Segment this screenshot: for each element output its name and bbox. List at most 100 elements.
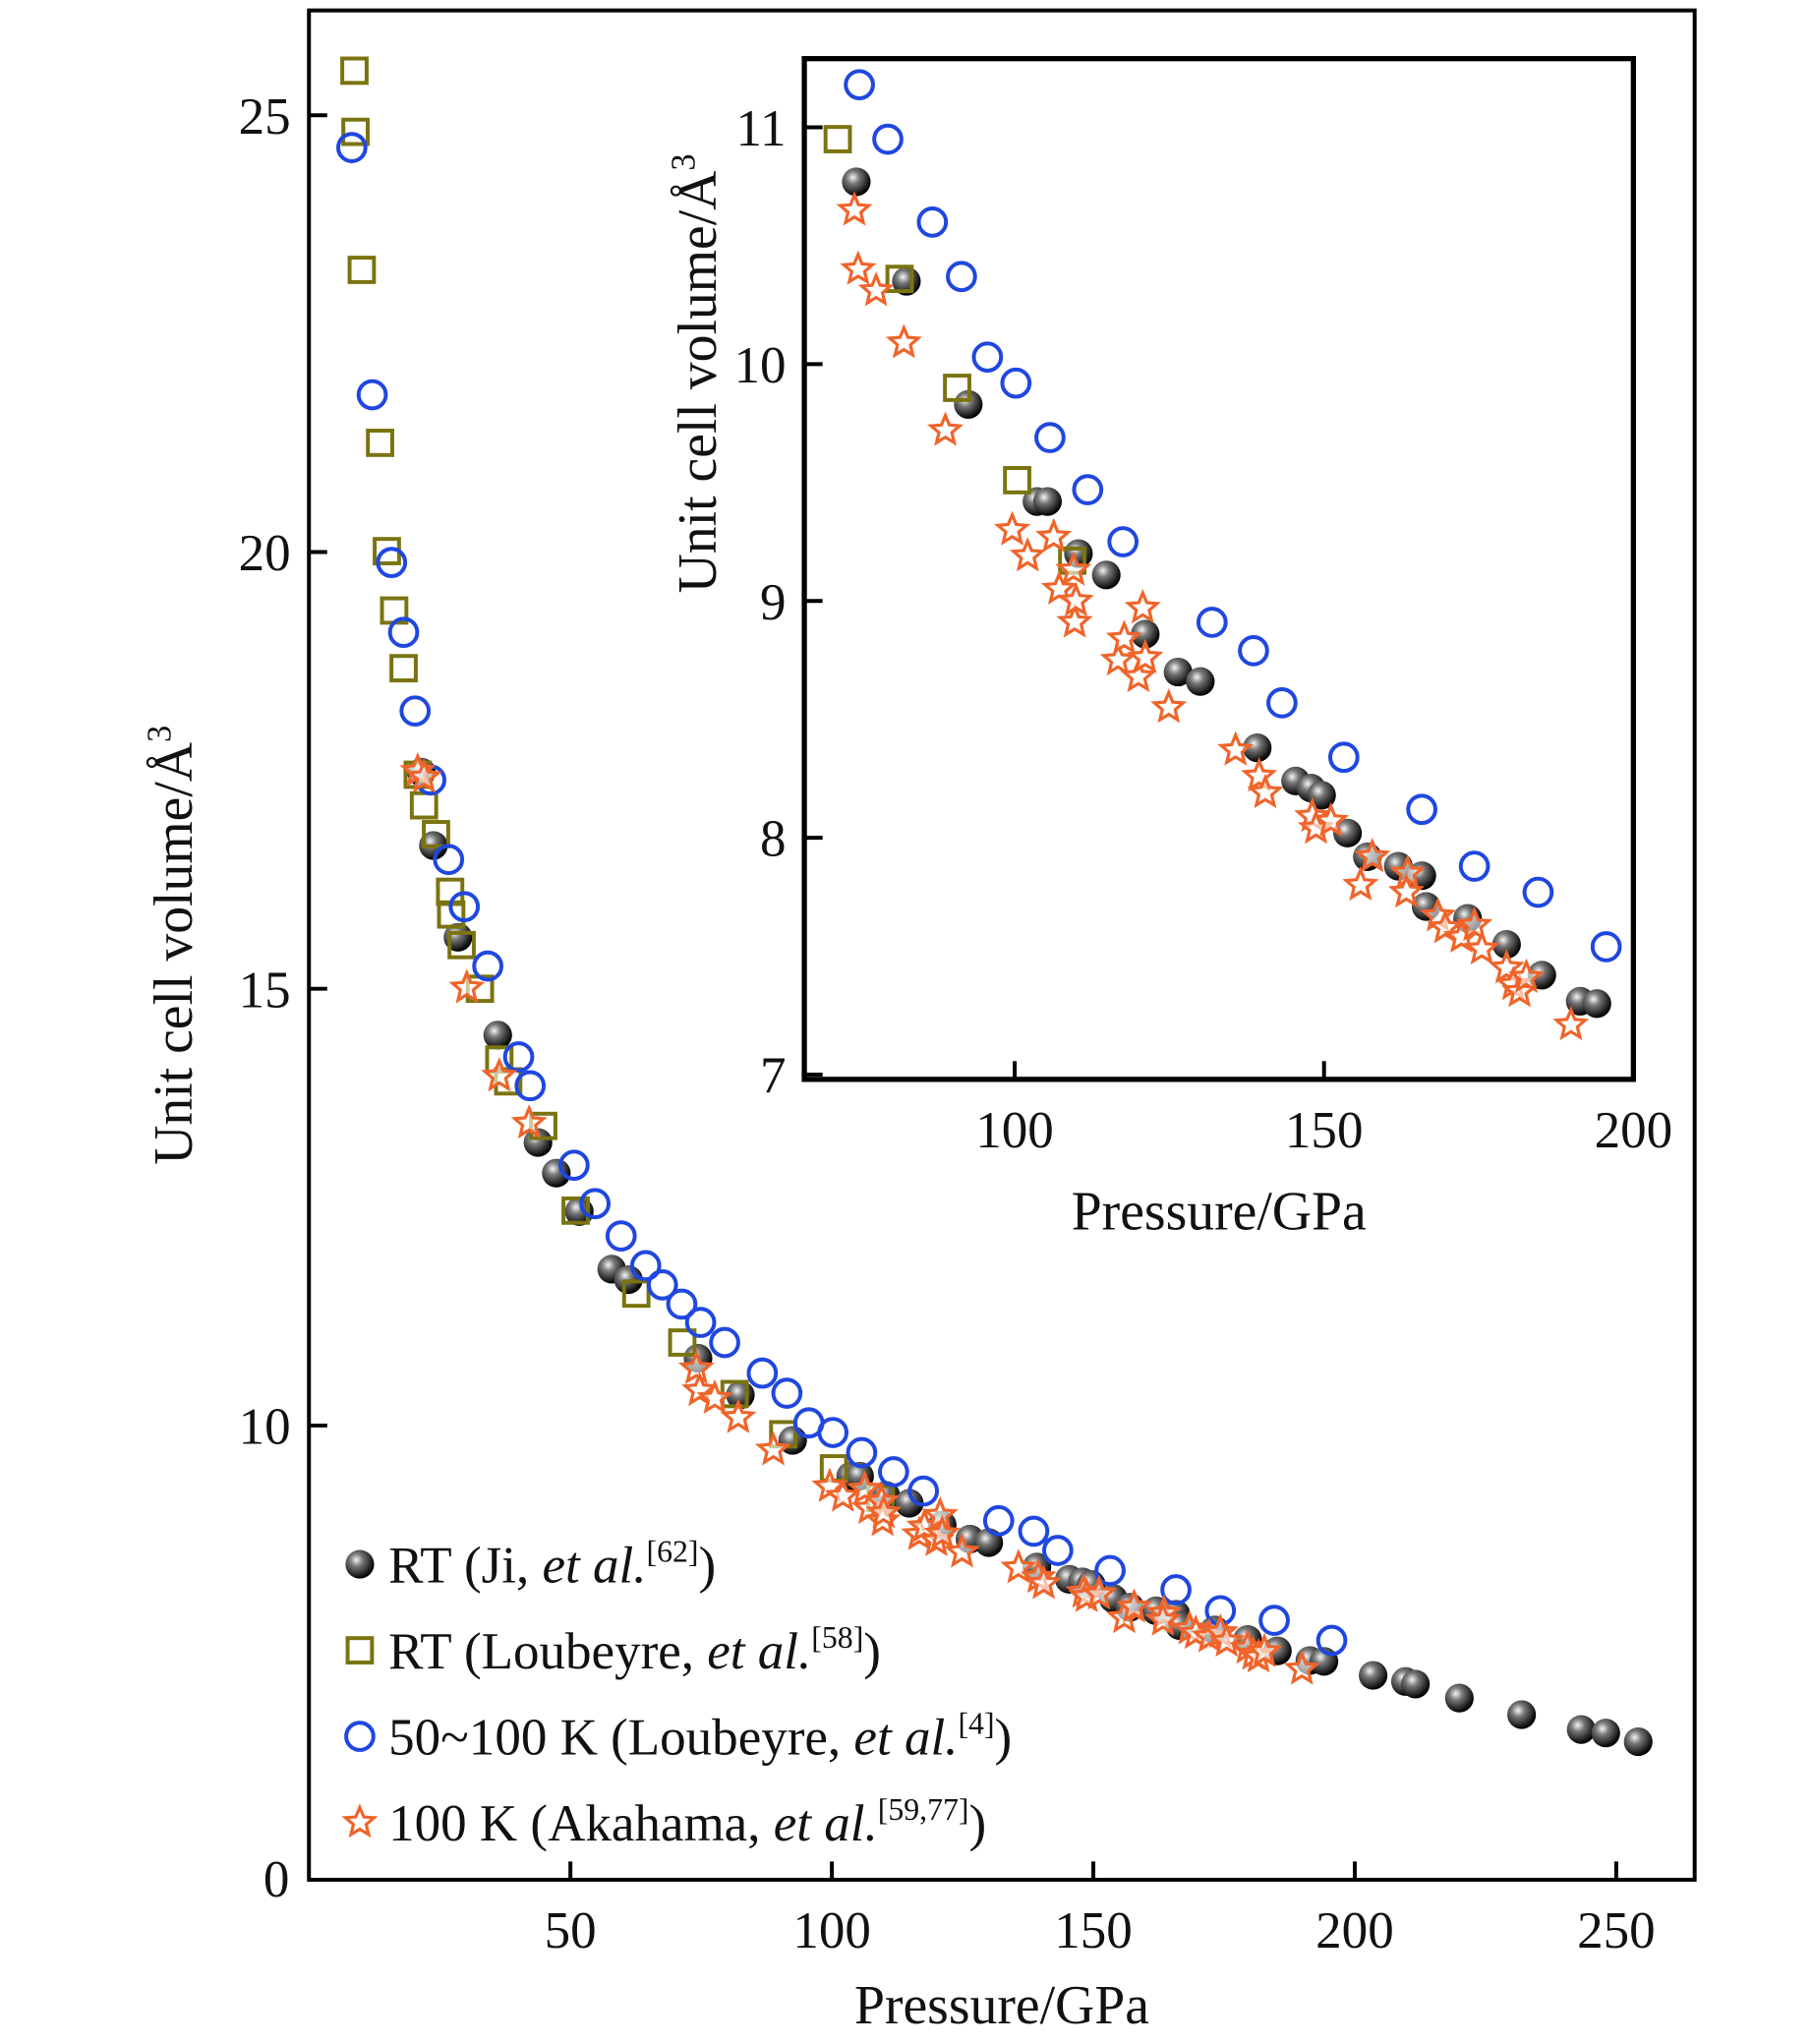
inset-point-star [1057,581,1094,617]
main-point-star [1081,1574,1118,1610]
main-point-square [561,1196,590,1225]
inset-point-circle [1000,367,1032,399]
inset-point-star [1463,929,1500,965]
inset-point-circle [1266,687,1298,719]
main-point-sphere [542,1158,571,1188]
inset-point-circle [1327,741,1360,774]
main-point-star [923,1514,961,1549]
legend-marker-sphere [345,1549,375,1579]
inset-point-square [1003,466,1031,495]
main-point-circle [558,1149,590,1182]
main-point-circle [1094,1554,1126,1587]
main-corner-label: 0 [263,1851,290,1908]
main-point-star [405,758,442,793]
inset-point-star [1313,801,1350,837]
inset-point-star [1099,641,1137,676]
main-point-square [389,654,418,683]
legend-entry: RT (Ji, et al.[62]) [345,1534,716,1595]
inset-y-tick-label: 10 [734,337,787,394]
legend-marker-square [345,1636,375,1664]
main-point-circle [982,1504,1015,1537]
legend-label-prefix: RT (Ji, [388,1538,542,1595]
inset-point-circle [1458,850,1491,882]
main-point-circle [579,1188,612,1220]
main-y-tick-label: 25 [239,88,291,146]
legend-entry: 100 K (Akahama, et al.[59,77]) [341,1792,987,1852]
inset-y-tick-label: 9 [760,574,787,631]
main-point-circle [817,1417,849,1448]
main-point-sphere [1591,1719,1620,1748]
inset-y-axis-label: Unit cell volume/Å3 [666,153,729,593]
main-point-star [448,968,486,1004]
inset-point-square [823,125,852,153]
inset-point-circle [1522,876,1554,908]
main-y-tick-label: 20 [239,525,291,582]
inset-series-3 [836,191,1590,1041]
inset-point-circle [916,206,949,238]
legend-label-suffix: ) [969,1795,987,1852]
main-x-tick-label: 250 [1577,1902,1656,1959]
main-point-circle [771,1377,803,1409]
inset-x-tick-label: 200 [1595,1102,1673,1159]
inset-point-circle [844,69,875,101]
main-point-circle [1042,1535,1074,1566]
legend-label-italic: et al. [707,1623,811,1680]
inset-point-circle [1196,607,1228,638]
main-point-circle [605,1220,637,1252]
main-point-circle [472,950,503,982]
legend-label-italic: et al. [853,1710,958,1767]
main-point-star [865,1493,903,1529]
inset-y-tick-label: 8 [760,811,787,868]
main-series-3 [399,752,1320,1685]
inset-point-star [1105,619,1143,655]
inset-point-star [836,191,873,226]
main-point-sphere [895,1489,924,1518]
main-point-star [943,1533,981,1568]
inset-point-star [1127,638,1164,673]
inset-point-star [994,510,1031,546]
main-point-square [668,1328,697,1357]
main-point-circle [746,1357,779,1389]
inset-point-sphere [1186,667,1215,696]
main-point-circle [448,891,481,923]
main-point-star [824,1477,861,1512]
inset-x-tick-label: 150 [1285,1102,1364,1159]
inset-point-star [1009,537,1046,572]
inset-point-sphere [1243,733,1272,763]
inset-point-sphere [954,389,983,419]
main-point-circle [356,379,388,411]
inset-point-circle [1238,635,1269,667]
main-point-circle [1315,1624,1348,1657]
inset-frame [801,56,1636,1082]
inset-point-star [926,411,964,446]
legend-entry: 50~100 K (Loubeyre, et al.[4]) [344,1706,1012,1767]
inset-point-circle [1034,422,1066,453]
inset-point-star [1217,730,1255,766]
main-point-square [341,117,370,146]
main-point-sphere [1623,1726,1653,1757]
main-point-circle [376,547,408,578]
legend-label-sup: [4] [958,1706,994,1740]
main-point-star [720,1398,757,1433]
main-point-star [1208,1621,1246,1658]
inset-point-sphere [842,167,871,197]
main-point-circle [514,1070,547,1102]
main-point-circle [1258,1605,1290,1636]
main-point-circle [502,1041,535,1073]
inset-point-circle [971,341,1004,374]
main-point-circle [846,1436,878,1469]
main-point-star [481,1057,518,1092]
main-point-star [1283,1650,1320,1685]
inset-point-circle [946,261,977,293]
inset-point-sphere [1091,560,1121,590]
inset-point-sphere [1032,487,1062,516]
main-point-sphere [483,1021,512,1050]
inset-plot: 100 150 200 7 8 9 10 11 Pressure/GPa Unit cell vo… [666,56,1673,1242]
main-series-2 [336,132,1348,1657]
inset-point-star [1342,865,1379,902]
main-y-axis-label: Unit cell volume/Å3 [142,726,205,1165]
legend-label-prefix: 50~100 K (Loubeyre, [388,1710,853,1767]
inset-point-square [943,374,971,402]
main-point-star [696,1378,733,1415]
